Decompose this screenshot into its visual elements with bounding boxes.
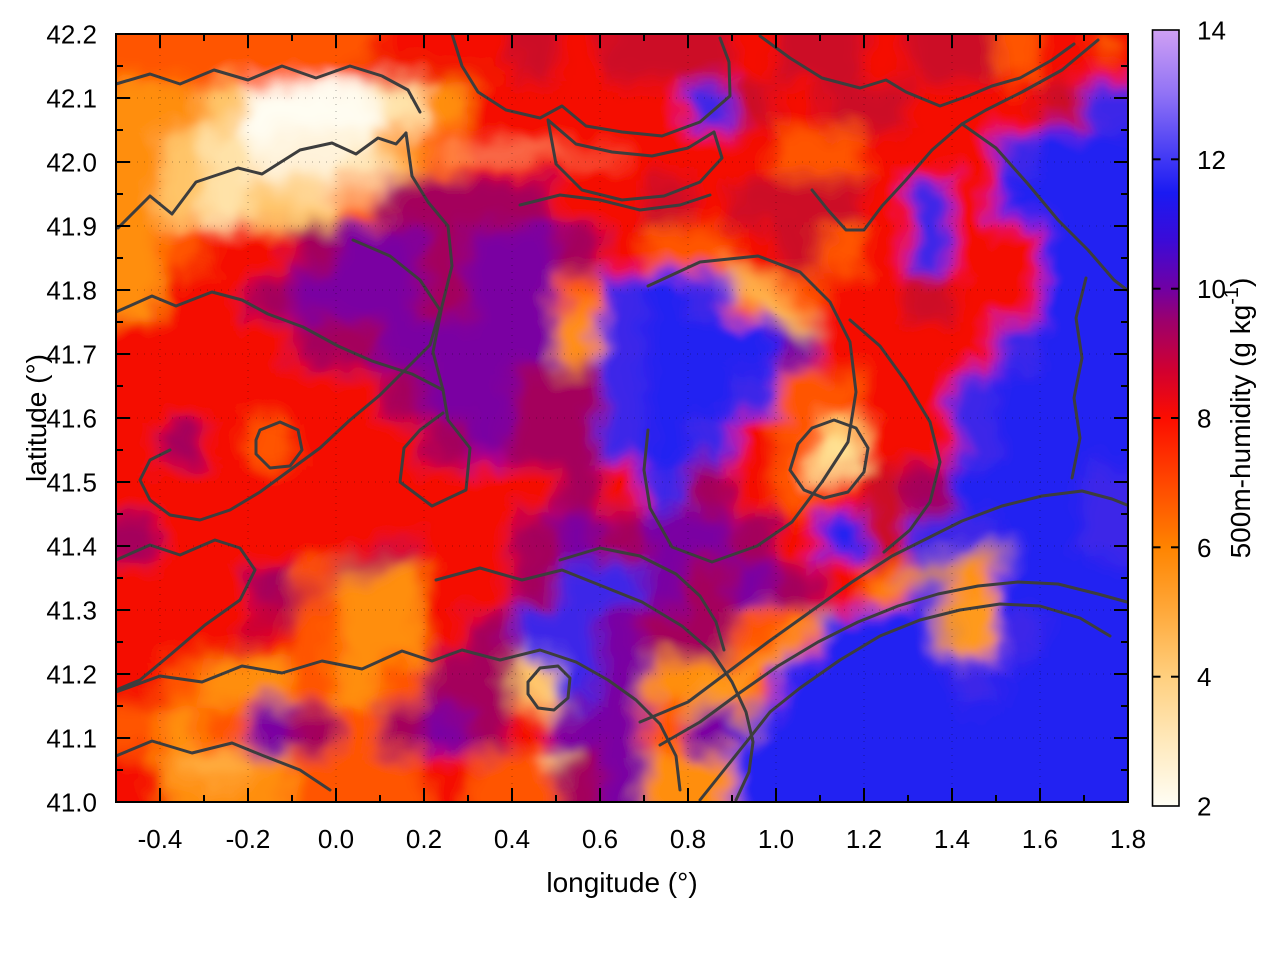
svg-text:14: 14 <box>1197 16 1226 46</box>
svg-text:42.2: 42.2 <box>46 20 97 50</box>
svg-text:41.9: 41.9 <box>46 212 97 242</box>
svg-text:41.0: 41.0 <box>46 788 97 818</box>
svg-text:12: 12 <box>1197 145 1226 175</box>
svg-text:longitude (°): longitude (°) <box>546 867 697 898</box>
svg-text:6: 6 <box>1197 533 1211 563</box>
svg-text:0.2: 0.2 <box>406 824 442 854</box>
svg-text:0.0: 0.0 <box>318 824 354 854</box>
svg-text:1.0: 1.0 <box>758 824 794 854</box>
svg-text:latitude (°): latitude (°) <box>21 354 52 482</box>
svg-text:41.2: 41.2 <box>46 660 97 690</box>
svg-text:41.8: 41.8 <box>46 276 97 306</box>
svg-text:500m-humidity (g kg-1): 500m-humidity (g kg-1) <box>1221 278 1256 559</box>
svg-text:41.4: 41.4 <box>46 532 97 562</box>
svg-text:10: 10 <box>1197 274 1226 304</box>
svg-text:0.4: 0.4 <box>494 824 530 854</box>
svg-text:41.3: 41.3 <box>46 596 97 626</box>
svg-text:41.7: 41.7 <box>46 340 97 370</box>
svg-text:41.5: 41.5 <box>46 468 97 498</box>
svg-text:1.4: 1.4 <box>934 824 970 854</box>
svg-text:0.6: 0.6 <box>582 824 618 854</box>
svg-text:4: 4 <box>1197 662 1211 692</box>
svg-text:8: 8 <box>1197 404 1211 434</box>
svg-text:2: 2 <box>1197 792 1211 822</box>
svg-text:42.0: 42.0 <box>46 148 97 178</box>
svg-text:-0.4: -0.4 <box>138 824 183 854</box>
svg-text:0.8: 0.8 <box>670 824 706 854</box>
svg-text:1.8: 1.8 <box>1110 824 1146 854</box>
svg-text:42.1: 42.1 <box>46 84 97 114</box>
svg-text:1.2: 1.2 <box>846 824 882 854</box>
svg-text:1.6: 1.6 <box>1022 824 1058 854</box>
svg-text:41.6: 41.6 <box>46 404 97 434</box>
svg-text:41.1: 41.1 <box>46 724 97 754</box>
svg-text:-0.2: -0.2 <box>226 824 271 854</box>
